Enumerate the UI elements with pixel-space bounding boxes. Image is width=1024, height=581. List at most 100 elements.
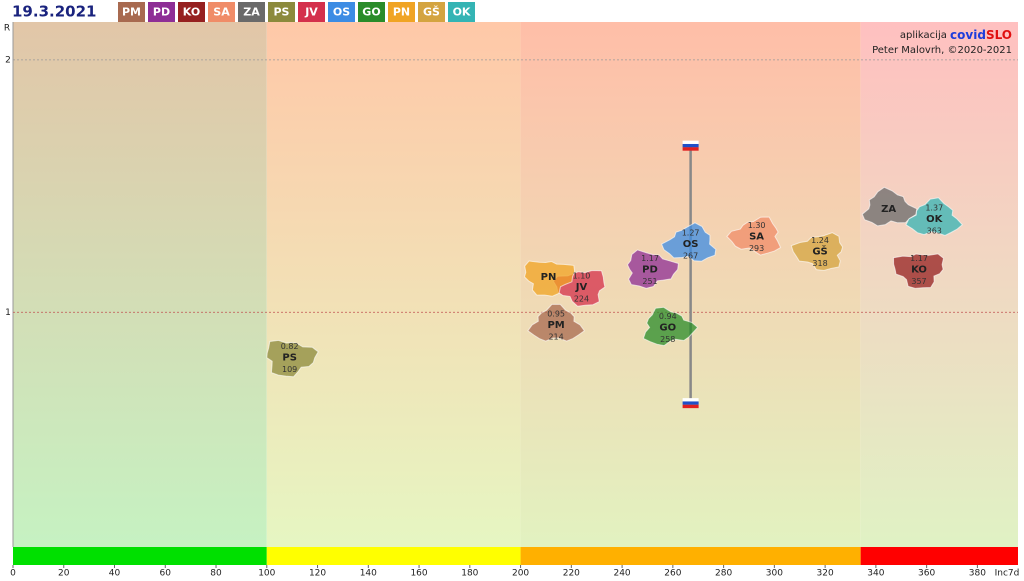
region-button[interactable]: GO (358, 2, 385, 22)
flag (682, 140, 699, 151)
date: 19.3.2021 (12, 3, 96, 21)
button-label: PS (274, 6, 290, 19)
region-button[interactable]: PD (148, 2, 175, 22)
flag-stripe (682, 140, 699, 145)
x-tick-label: 360 (918, 569, 935, 579)
r-label: 1.24 (811, 236, 829, 245)
credits-author: Peter Malovrh, ©2020-2021 (872, 45, 1012, 56)
region-shape (523, 260, 576, 297)
region-label: PD (642, 264, 658, 275)
region-button[interactable]: OK (448, 2, 475, 22)
button-label: GŠ (423, 6, 440, 19)
region-button[interactable]: PM (118, 2, 145, 22)
button-label: PD (153, 6, 170, 19)
region-label: ZA (881, 204, 896, 215)
r-label: 1.17 (910, 254, 928, 263)
button-bg (268, 2, 295, 22)
zone-bar (520, 547, 861, 565)
zone-bar (860, 547, 1018, 565)
button-label: OS (333, 6, 350, 19)
button-bg (298, 2, 325, 22)
button-bg (238, 2, 265, 22)
r-label: 0.95 (547, 309, 565, 318)
flag-stripe (682, 147, 699, 151)
r-label: 0.94 (659, 312, 677, 321)
r-label: 1.17 (641, 254, 659, 263)
region-shape (642, 306, 699, 347)
x-tick-label: 120 (309, 569, 326, 579)
region-button[interactable]: PN (388, 2, 415, 22)
region-button[interactable]: JV (298, 2, 325, 22)
button-label: KO (183, 6, 200, 19)
x-axis-label: Inc7d (995, 569, 1020, 579)
r-label: 1.37 (925, 203, 943, 212)
button-label: JV (304, 6, 318, 19)
x-tick-label: 40 (109, 569, 121, 579)
zone-background (13, 22, 267, 547)
brand-covid: covid (950, 28, 986, 42)
y-axis-label: R (4, 24, 10, 34)
button-label: GO (362, 6, 380, 19)
region-label: KO (911, 264, 927, 275)
y-tick-label: 1 (5, 308, 11, 318)
x-tick-label: 240 (613, 569, 630, 579)
button-bg (178, 2, 205, 22)
region-shape (626, 249, 679, 289)
brand-slo: SLO (986, 28, 1012, 42)
x-tick-label: 340 (867, 569, 884, 579)
y-tick-label: 2 (5, 55, 11, 65)
x-tick-label: 60 (160, 569, 172, 579)
x-tick-label: 180 (461, 569, 478, 579)
flag (682, 398, 699, 409)
region-label: PM (547, 320, 564, 331)
button-label: PN (393, 6, 410, 19)
x-tick-label: 160 (410, 569, 427, 579)
x-tick-label: 80 (210, 569, 222, 579)
flag-stripe (682, 398, 699, 402)
region-button[interactable]: SA (208, 2, 235, 22)
button-bg (358, 2, 385, 22)
button-label: ZA (243, 6, 260, 19)
inc-label: 318 (812, 259, 827, 268)
flag-stripe (682, 401, 699, 405)
region-shape (861, 186, 918, 227)
zone-bar (266, 547, 521, 565)
inc-label: 258 (660, 335, 675, 344)
region-label: OK (926, 214, 944, 225)
region-label: GŠ (812, 245, 827, 258)
region-label: GO (659, 322, 676, 333)
zone-background (266, 22, 521, 547)
button-label: OK (453, 6, 471, 19)
inc-label: 251 (642, 277, 657, 286)
inc-label: 109 (282, 365, 297, 374)
region-button[interactable]: OS (328, 2, 355, 22)
button-bg (208, 2, 235, 22)
x-tick-label: 320 (817, 569, 834, 579)
region-shape (266, 339, 319, 378)
region-button[interactable]: GŠ (418, 2, 445, 22)
r-label: 0.82 (281, 342, 299, 351)
inc-label: 224 (574, 295, 589, 304)
region-shape (892, 253, 945, 289)
x-tick-label: 300 (766, 569, 783, 579)
x-tick-label: 220 (563, 569, 580, 579)
x-tick-label: 260 (664, 569, 681, 579)
button-bg (148, 2, 175, 22)
region-label: JV (575, 282, 588, 293)
region-button[interactable]: KO (178, 2, 205, 22)
region-label: OS (683, 239, 699, 250)
region-label: PN (541, 272, 557, 283)
r-label: 1.27 (682, 229, 700, 238)
flag-stripe (682, 143, 699, 148)
region-button[interactable]: PS (268, 2, 295, 22)
button-bg (448, 2, 475, 22)
region-shape (790, 232, 844, 272)
x-tick-label: 20 (58, 569, 70, 579)
region-shape (527, 303, 586, 342)
x-tick-label: 140 (360, 569, 377, 579)
region-label: SA (749, 232, 764, 243)
flag-stripe (682, 404, 699, 409)
region-button[interactable]: ZA (238, 2, 265, 22)
x-tick-label: 200 (512, 569, 529, 579)
